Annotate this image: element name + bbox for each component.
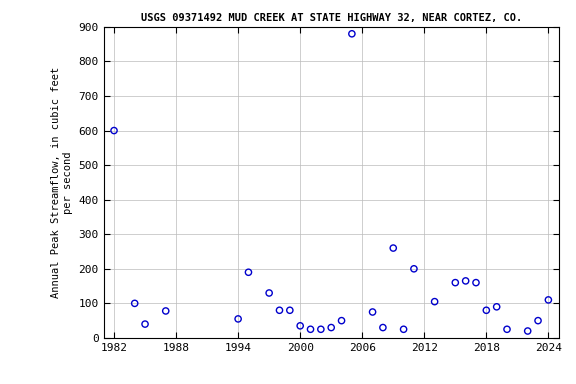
Point: [233, 316, 242, 322]
Point: [523, 328, 532, 334]
Point: [461, 278, 470, 284]
Point: [306, 326, 315, 333]
Point: [141, 321, 150, 327]
Point: [450, 280, 460, 286]
Point: [544, 297, 553, 303]
Point: [295, 323, 305, 329]
Point: [389, 245, 398, 251]
Point: [244, 269, 253, 275]
Point: [399, 326, 408, 333]
Point: [482, 307, 491, 313]
Y-axis label: Annual Peak Streamflow, in cubic feet
per second: Annual Peak Streamflow, in cubic feet pe…: [51, 67, 73, 298]
Point: [337, 318, 346, 324]
Point: [130, 300, 139, 306]
Point: [275, 307, 284, 313]
Point: [316, 326, 325, 333]
Point: [368, 309, 377, 315]
Title: USGS 09371492 MUD CREEK AT STATE HIGHWAY 32, NEAR CORTEZ, CO.: USGS 09371492 MUD CREEK AT STATE HIGHWAY…: [141, 13, 522, 23]
Point: [161, 308, 170, 314]
Point: [378, 324, 388, 331]
Point: [410, 266, 419, 272]
Point: [533, 318, 543, 324]
Point: [109, 127, 119, 134]
Point: [471, 280, 480, 286]
Point: [347, 31, 357, 37]
Point: [492, 304, 501, 310]
Point: [285, 307, 294, 313]
Point: [264, 290, 274, 296]
Point: [430, 299, 439, 305]
Point: [327, 324, 336, 331]
Point: [502, 326, 511, 333]
